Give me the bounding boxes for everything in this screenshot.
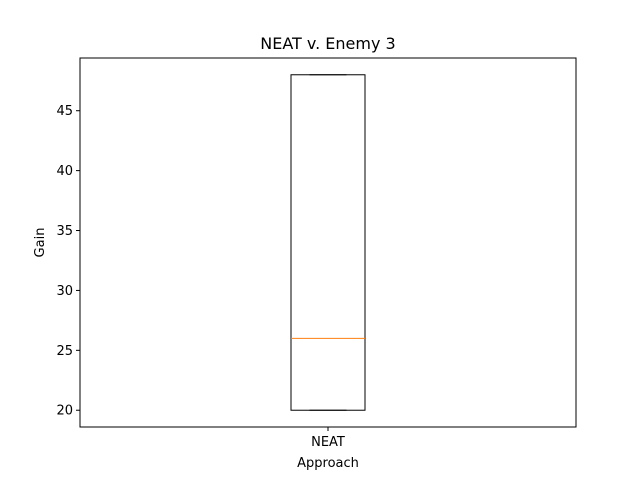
y-tick-label: 45 xyxy=(56,104,73,119)
x-axis-label: Approach xyxy=(297,456,359,471)
x-tick-label: NEAT xyxy=(311,435,345,450)
y-axis-label: Gain xyxy=(33,228,48,258)
y-tick-label: 30 xyxy=(56,284,73,299)
y-axis: 20 25 30 35 40 45 xyxy=(56,104,80,419)
box-iqr xyxy=(290,74,366,411)
y-tick-label: 35 xyxy=(56,224,73,239)
chart-title: NEAT v. Enemy 3 xyxy=(260,34,395,53)
x-axis: NEAT xyxy=(311,427,345,450)
plot-area-frame xyxy=(79,57,577,428)
y-tick-label: 40 xyxy=(56,164,73,179)
y-tick-label: 25 xyxy=(56,344,73,359)
box-series xyxy=(290,74,366,411)
y-tick-label: 20 xyxy=(56,404,73,419)
